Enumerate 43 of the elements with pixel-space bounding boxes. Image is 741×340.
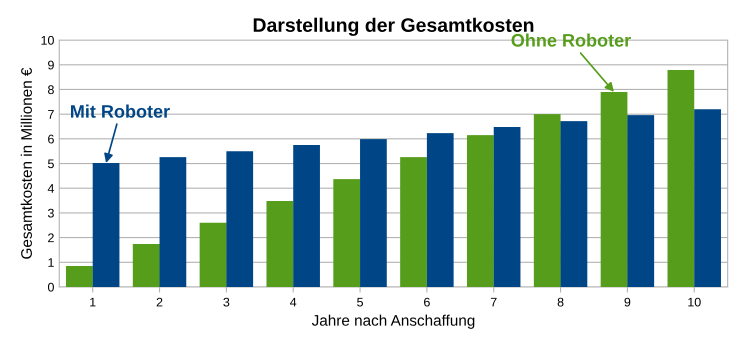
x-tick-label: 8 (558, 298, 564, 307)
x-tick-label: 2 (156, 298, 162, 306)
bar (266, 201, 294, 287)
y-axis-title: Gesamtkosten in Millionen € (20, 68, 32, 259)
x-tick-label: 10 (688, 298, 701, 307)
bar (668, 70, 694, 287)
bar (494, 127, 520, 287)
annotation: Ohne Roboter (512, 33, 631, 47)
y-tick-label: 8 (48, 85, 54, 94)
y-tick-label: 6 (48, 134, 54, 144)
y-tick-label: 10 (41, 36, 54, 45)
y-tick-label: 4 (48, 184, 54, 193)
x-tick-label: 6 (424, 298, 430, 307)
bar (694, 109, 721, 287)
bar (400, 157, 427, 287)
x-tick-label: 1 (90, 298, 96, 306)
bar (293, 145, 320, 287)
bar (360, 139, 387, 287)
y-tick-label: 7 (48, 110, 54, 119)
y-tick-label: 1 (48, 258, 54, 267)
y-tick-label: 2 (48, 233, 54, 242)
annotation: Mit Roboter (71, 104, 170, 118)
y-tick-label: 9 (48, 60, 54, 70)
bar (333, 179, 360, 287)
y-tick-label: 3 (48, 208, 54, 218)
x-tick-label: 4 (290, 298, 296, 306)
bar (627, 115, 654, 287)
y-tick-label: 5 (48, 159, 54, 168)
x-tick-label: 7 (490, 298, 497, 306)
bar (132, 244, 160, 287)
x-tick-label: 3 (223, 298, 230, 307)
bar (160, 157, 186, 287)
x-tick-label: 9 (624, 298, 630, 307)
bar (426, 133, 454, 287)
y-tick-label: 0 (48, 282, 54, 292)
bar (226, 151, 254, 287)
bar (560, 121, 588, 287)
x-axis-title: Jahre nach Anschaffung (312, 314, 474, 329)
bar (466, 135, 494, 287)
x-tick-label: 5 (357, 298, 364, 307)
bar (66, 266, 93, 287)
bar (200, 222, 226, 287)
bar (534, 114, 561, 287)
